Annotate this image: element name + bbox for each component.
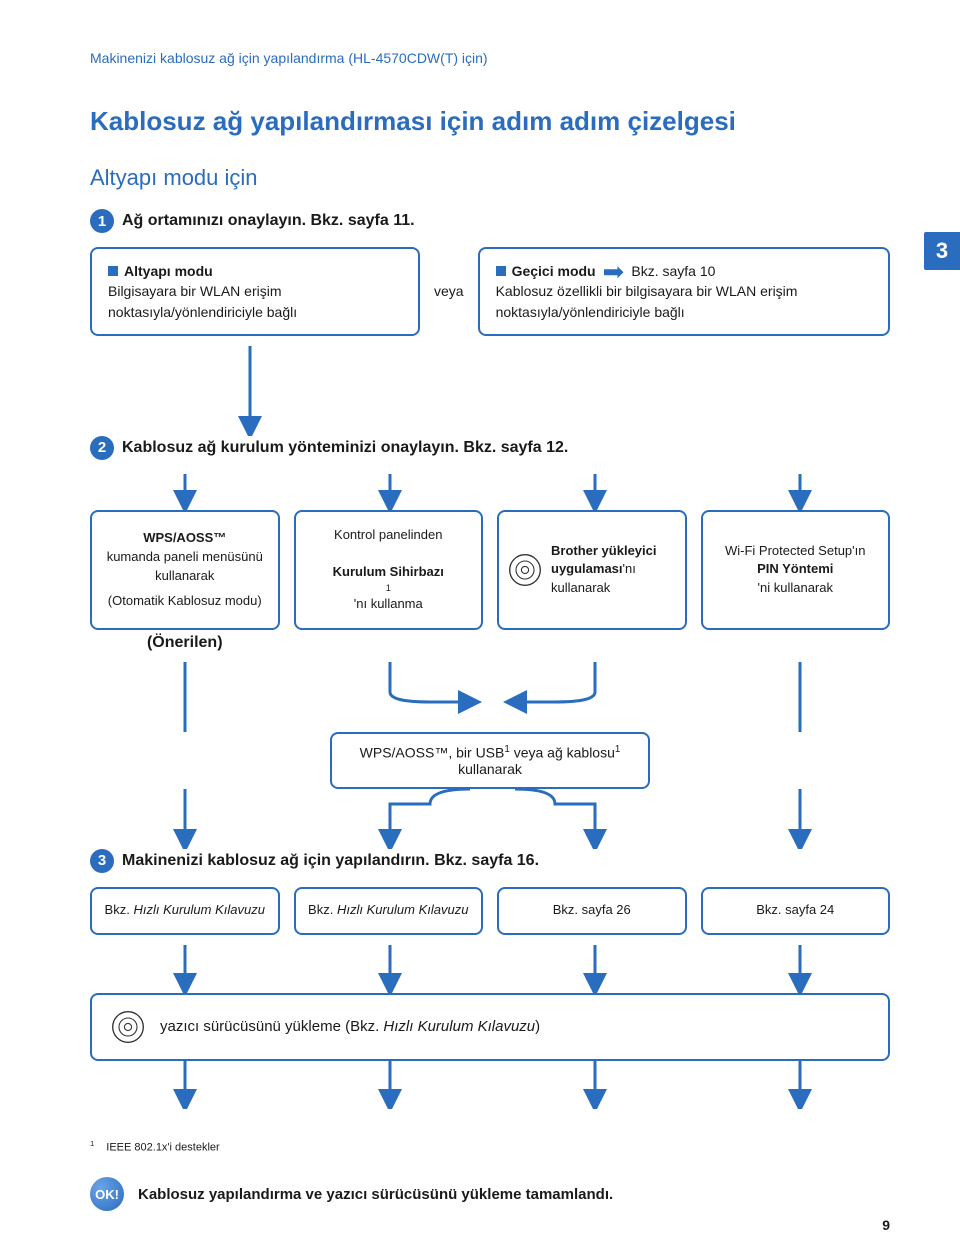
flow-arrows-1	[90, 346, 890, 436]
ref-page-26: Bkz. sayfa 26	[497, 887, 687, 935]
page-title: Kablosuz ağ yapılandırması için adım adı…	[90, 106, 890, 137]
step-1-text: Ağ ortamınızı onaylayın. Bkz. sayfa 11.	[122, 212, 415, 230]
infrastructure-mode-box: Altyapı modu Bilgisayara bir WLAN erişim…	[90, 247, 420, 336]
method-setup-wizard: Kontrol panelinden Kurulum Sihirbazı 1'n…	[294, 510, 484, 630]
arrow-right-icon	[604, 266, 624, 278]
step-badge-3: 3	[90, 849, 114, 873]
cd-icon	[110, 1009, 146, 1045]
page-number: 9	[882, 1217, 890, 1233]
flow-arrows-2	[90, 474, 890, 510]
step-2: 2 Kablosuz ağ kurulum yönteminizi onayla…	[90, 436, 890, 460]
flow-arrows-4	[90, 789, 890, 849]
reference-row: Bkz. Hızlı Kurulum Kılavuzu Bkz. Hızlı K…	[90, 887, 890, 935]
bullet-icon	[496, 266, 506, 276]
step-badge-2: 2	[90, 436, 114, 460]
chapter-tab: 3	[924, 232, 960, 270]
flow-arrows-6	[90, 1061, 890, 1109]
method-row: WPS/AOSS™kumanda paneli menüsünü kullana…	[90, 510, 890, 630]
method-wps-aoss: WPS/AOSS™kumanda paneli menüsünü kullana…	[90, 510, 280, 630]
adhoc-mode-box: Geçici modu Bkz. sayfa 10 Kablosuz özell…	[478, 247, 890, 336]
footnote: 1IEEE 802.1x'i destekler	[90, 1139, 890, 1154]
usb-network-note: WPS/AOSS™, bir USB1 veya ağ kablosu1 kul…	[330, 732, 650, 789]
or-label: veya	[434, 283, 464, 299]
completion-row: OK! Kablosuz yapılandırma ve yazıcı sürü…	[90, 1177, 890, 1211]
ref-quick-guide-2: Bkz. Hızlı Kurulum Kılavuzu	[294, 887, 484, 935]
ref-page-24: Bkz. sayfa 24	[701, 887, 891, 935]
completion-text: Kablosuz yapılandırma ve yazıcı sürücüsü…	[138, 1186, 613, 1203]
method-row-sub: (Önerilen)	[90, 634, 890, 652]
step-badge-1: 1	[90, 209, 114, 233]
step-3-text: Makinenizi kablosuz ağ için yapılandırın…	[122, 852, 539, 870]
ok-badge-icon: OK!	[90, 1177, 124, 1211]
flow-arrows-3	[90, 662, 890, 732]
mode-choice-row: Altyapı modu Bilgisayara bir WLAN erişim…	[90, 247, 890, 336]
bullet-icon	[108, 266, 118, 276]
method-wps-pin: Wi-Fi Protected Setup'ın PIN Yöntemi'ni …	[701, 510, 891, 630]
section-subtitle: Altyapı modu için	[90, 165, 890, 191]
step-2-text: Kablosuz ağ kurulum yönteminizi onaylayı…	[122, 439, 568, 457]
breadcrumb-header: Makinenizi kablosuz ağ için yapılandırma…	[90, 50, 890, 66]
step-1: 1 Ağ ortamınızı onaylayın. Bkz. sayfa 11…	[90, 209, 890, 233]
recommended-label: (Önerilen)	[147, 634, 223, 651]
ref-quick-guide-1: Bkz. Hızlı Kurulum Kılavuzu	[90, 887, 280, 935]
method-brother-installer: Brother yükleyici uygulaması'nı kullanar…	[497, 510, 687, 630]
step-3: 3 Makinenizi kablosuz ağ için yapılandır…	[90, 849, 890, 873]
flow-arrows-5	[90, 945, 890, 993]
driver-install-box: yazıcı sürücüsünü yükleme (Bkz. Hızlı Ku…	[90, 993, 890, 1061]
cd-icon	[507, 552, 543, 588]
